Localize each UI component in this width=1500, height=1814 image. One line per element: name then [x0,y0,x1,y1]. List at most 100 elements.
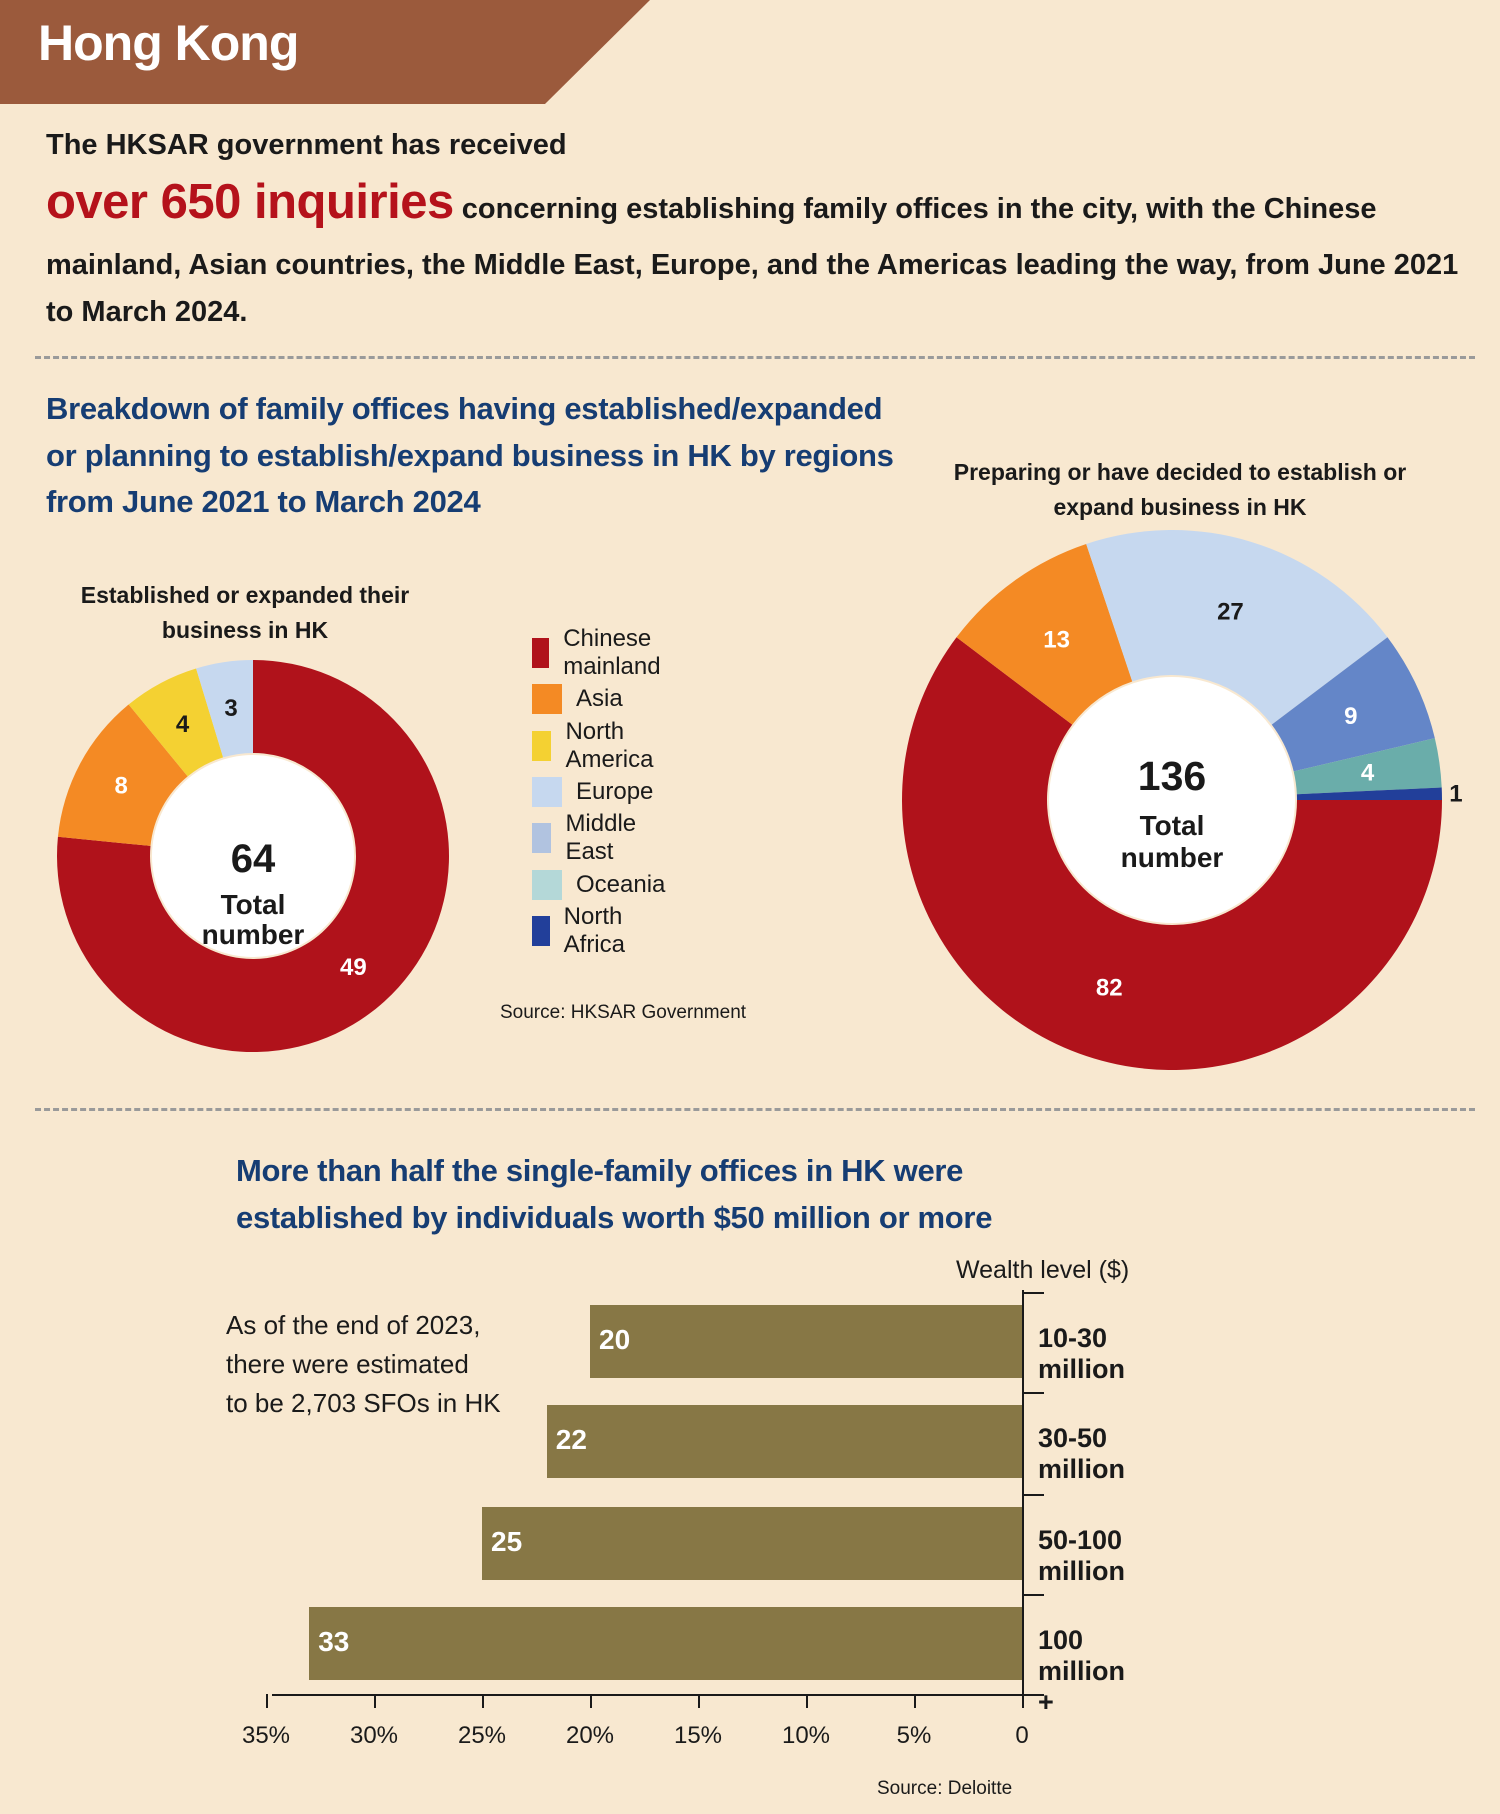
total-label: Total [1140,810,1205,841]
x-tick-mark [1022,1694,1024,1708]
header-banner [0,0,650,104]
axis-tick [1022,1594,1044,1596]
section1-title-line: from June 2021 to March 2024 [46,484,481,519]
legend-item: Oceania [532,869,666,900]
slice-oceania [1293,738,1442,795]
legend-label: Chinese mainland [563,625,661,680]
legend-swatch [532,823,552,854]
x-tick-mark [914,1694,916,1708]
bar [309,1607,1022,1680]
wealth-level-label: Wealth level ($) [956,1256,1130,1284]
x-tick-label: 10% [781,1722,831,1749]
bar-value-label: 33 [318,1626,350,1657]
slice-value-label: 49 [340,954,367,981]
legend-label: Middle East [565,810,637,866]
intro-highlight: over 650 inquiries [46,174,454,229]
sfo-note-line: there were estimated [226,1349,469,1379]
legend-swatch [532,730,552,761]
donut-hole [152,755,354,957]
slice-value-label: 13 [1043,627,1070,654]
x-tick-label: 30% [349,1722,399,1749]
x-tick-label: 25% [457,1722,507,1749]
intro-paragraph: The HKSAR government has received over 6… [46,122,1466,336]
slice-north-america [128,668,224,777]
section1-title: Breakdown of family offices having estab… [46,386,894,526]
legend-swatch [532,869,562,900]
slice-middle-east [1271,637,1435,772]
divider-bottom [35,1108,1475,1111]
slice-asia [956,543,1133,725]
category-label: 100 million + [1038,1625,1125,1717]
total-value: 64 [231,837,276,881]
legend-swatch [532,776,562,807]
source-deloitte: Source: Deloitte [877,1778,1013,1799]
slice-value-label: 27 [1217,598,1244,625]
sfo-note-line: to be 2,703 SFOs in HK [226,1388,501,1418]
bar-value-label: 22 [555,1424,587,1455]
axis-tick [1022,1494,1044,1496]
axis-tick [1022,1292,1044,1294]
x-tick-mark [374,1694,376,1708]
page-title: Hong Kong [38,15,299,71]
legend-label: Oceania [576,870,666,898]
donut2-title: Preparing or have decided to establish o… [953,459,1407,520]
bar-value-label: 25 [491,1526,523,1557]
slice-value-label: 3 [224,695,237,722]
slice-europe [1086,530,1388,725]
section1-title-line: or planning to establish/expand business… [46,437,894,473]
slice-value-label: 1 [1449,780,1462,807]
slice-asia [57,704,188,846]
legend-label: North America [565,717,654,773]
bar [590,1305,1022,1378]
slice-chinese-mainland [57,660,450,1052]
x-tick-mark [590,1694,592,1708]
category-label: 50-100 million [1038,1525,1125,1586]
x-axis-line [272,1694,1044,1696]
section1-title-line: Breakdown of family offices having estab… [46,391,883,426]
legend-item: Europe [532,776,653,807]
legend-label: Asia [576,685,623,713]
category-label: 10-30 million [1038,1323,1125,1384]
total-label: number [202,919,305,950]
sfo-note: As of the end of 2023, there were estima… [226,1306,501,1423]
legend-item: Middle East [532,810,647,865]
legend-label: North Africa [563,902,625,958]
source-hksar: Source: HKSAR Government [500,1002,747,1023]
divider-top [35,356,1475,359]
legend-swatch [532,684,562,715]
bar-value-label: 20 [599,1324,631,1355]
legend-item: Chinese mainland [532,625,673,680]
legend-swatch [532,638,550,668]
intro-rest: concerning establishing family offices i… [46,192,1459,329]
total-label: number [1121,842,1224,873]
section2-title-line: More than half the single-family offices… [236,1153,964,1188]
legend-item: Asia [532,684,623,715]
slice-value-label: 8 [114,773,127,800]
intro-line1: The HKSAR government has received [46,129,567,161]
slice-value-label: 9 [1344,703,1357,730]
axis-tick [1022,1392,1044,1394]
x-tick-label: 5% [896,1722,932,1749]
slice-value-label: 82 [1096,974,1123,1001]
x-tick-label: 0 [1015,1722,1029,1749]
slice-europe [196,660,253,758]
axis-tick [1022,1694,1044,1696]
legend-item: North Africa [532,903,637,958]
x-tick-label: 20% [565,1722,615,1749]
category-label: 30-50 million [1038,1423,1125,1484]
slice-value-label: 4 [176,711,190,738]
x-tick-mark [698,1694,700,1708]
legend-item: North America [532,718,664,773]
bar [546,1405,1022,1478]
slice-chinese-mainland [902,637,1442,1070]
section2-title-line: established by individuals worth $50 mil… [236,1199,993,1235]
x-tick-mark [482,1694,484,1708]
donut-hole [1049,677,1295,923]
section2-title: More than half the single-family offices… [236,1148,992,1241]
x-tick-mark [806,1694,808,1708]
x-tick-mark [266,1694,268,1708]
y-axis-line [1022,1290,1024,1705]
x-tick-label: 35% [241,1722,291,1749]
